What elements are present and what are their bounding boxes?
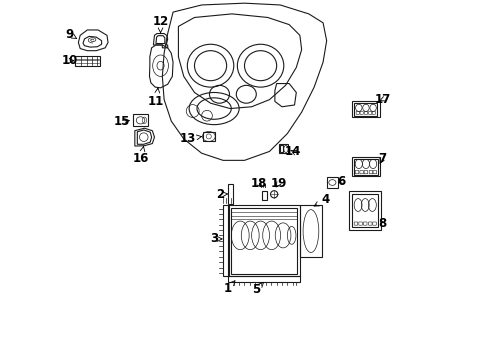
Text: 17: 17 bbox=[373, 93, 390, 106]
Text: 12: 12 bbox=[152, 14, 168, 33]
Text: 8: 8 bbox=[378, 217, 386, 230]
Text: 2: 2 bbox=[216, 188, 227, 201]
Text: 18: 18 bbox=[250, 177, 266, 190]
Text: 1: 1 bbox=[223, 281, 235, 296]
Text: 13: 13 bbox=[179, 132, 201, 145]
Text: 7: 7 bbox=[378, 152, 386, 165]
Text: 11: 11 bbox=[148, 88, 164, 108]
Text: 10: 10 bbox=[61, 54, 78, 67]
Text: 6: 6 bbox=[337, 175, 345, 188]
Text: 5: 5 bbox=[252, 282, 263, 296]
Text: 4: 4 bbox=[314, 193, 329, 206]
Text: 15: 15 bbox=[114, 114, 130, 127]
Text: 14: 14 bbox=[285, 145, 301, 158]
Text: 3: 3 bbox=[210, 233, 222, 246]
Text: 19: 19 bbox=[270, 177, 286, 190]
Text: 9: 9 bbox=[65, 28, 77, 41]
Text: 16: 16 bbox=[132, 147, 149, 165]
